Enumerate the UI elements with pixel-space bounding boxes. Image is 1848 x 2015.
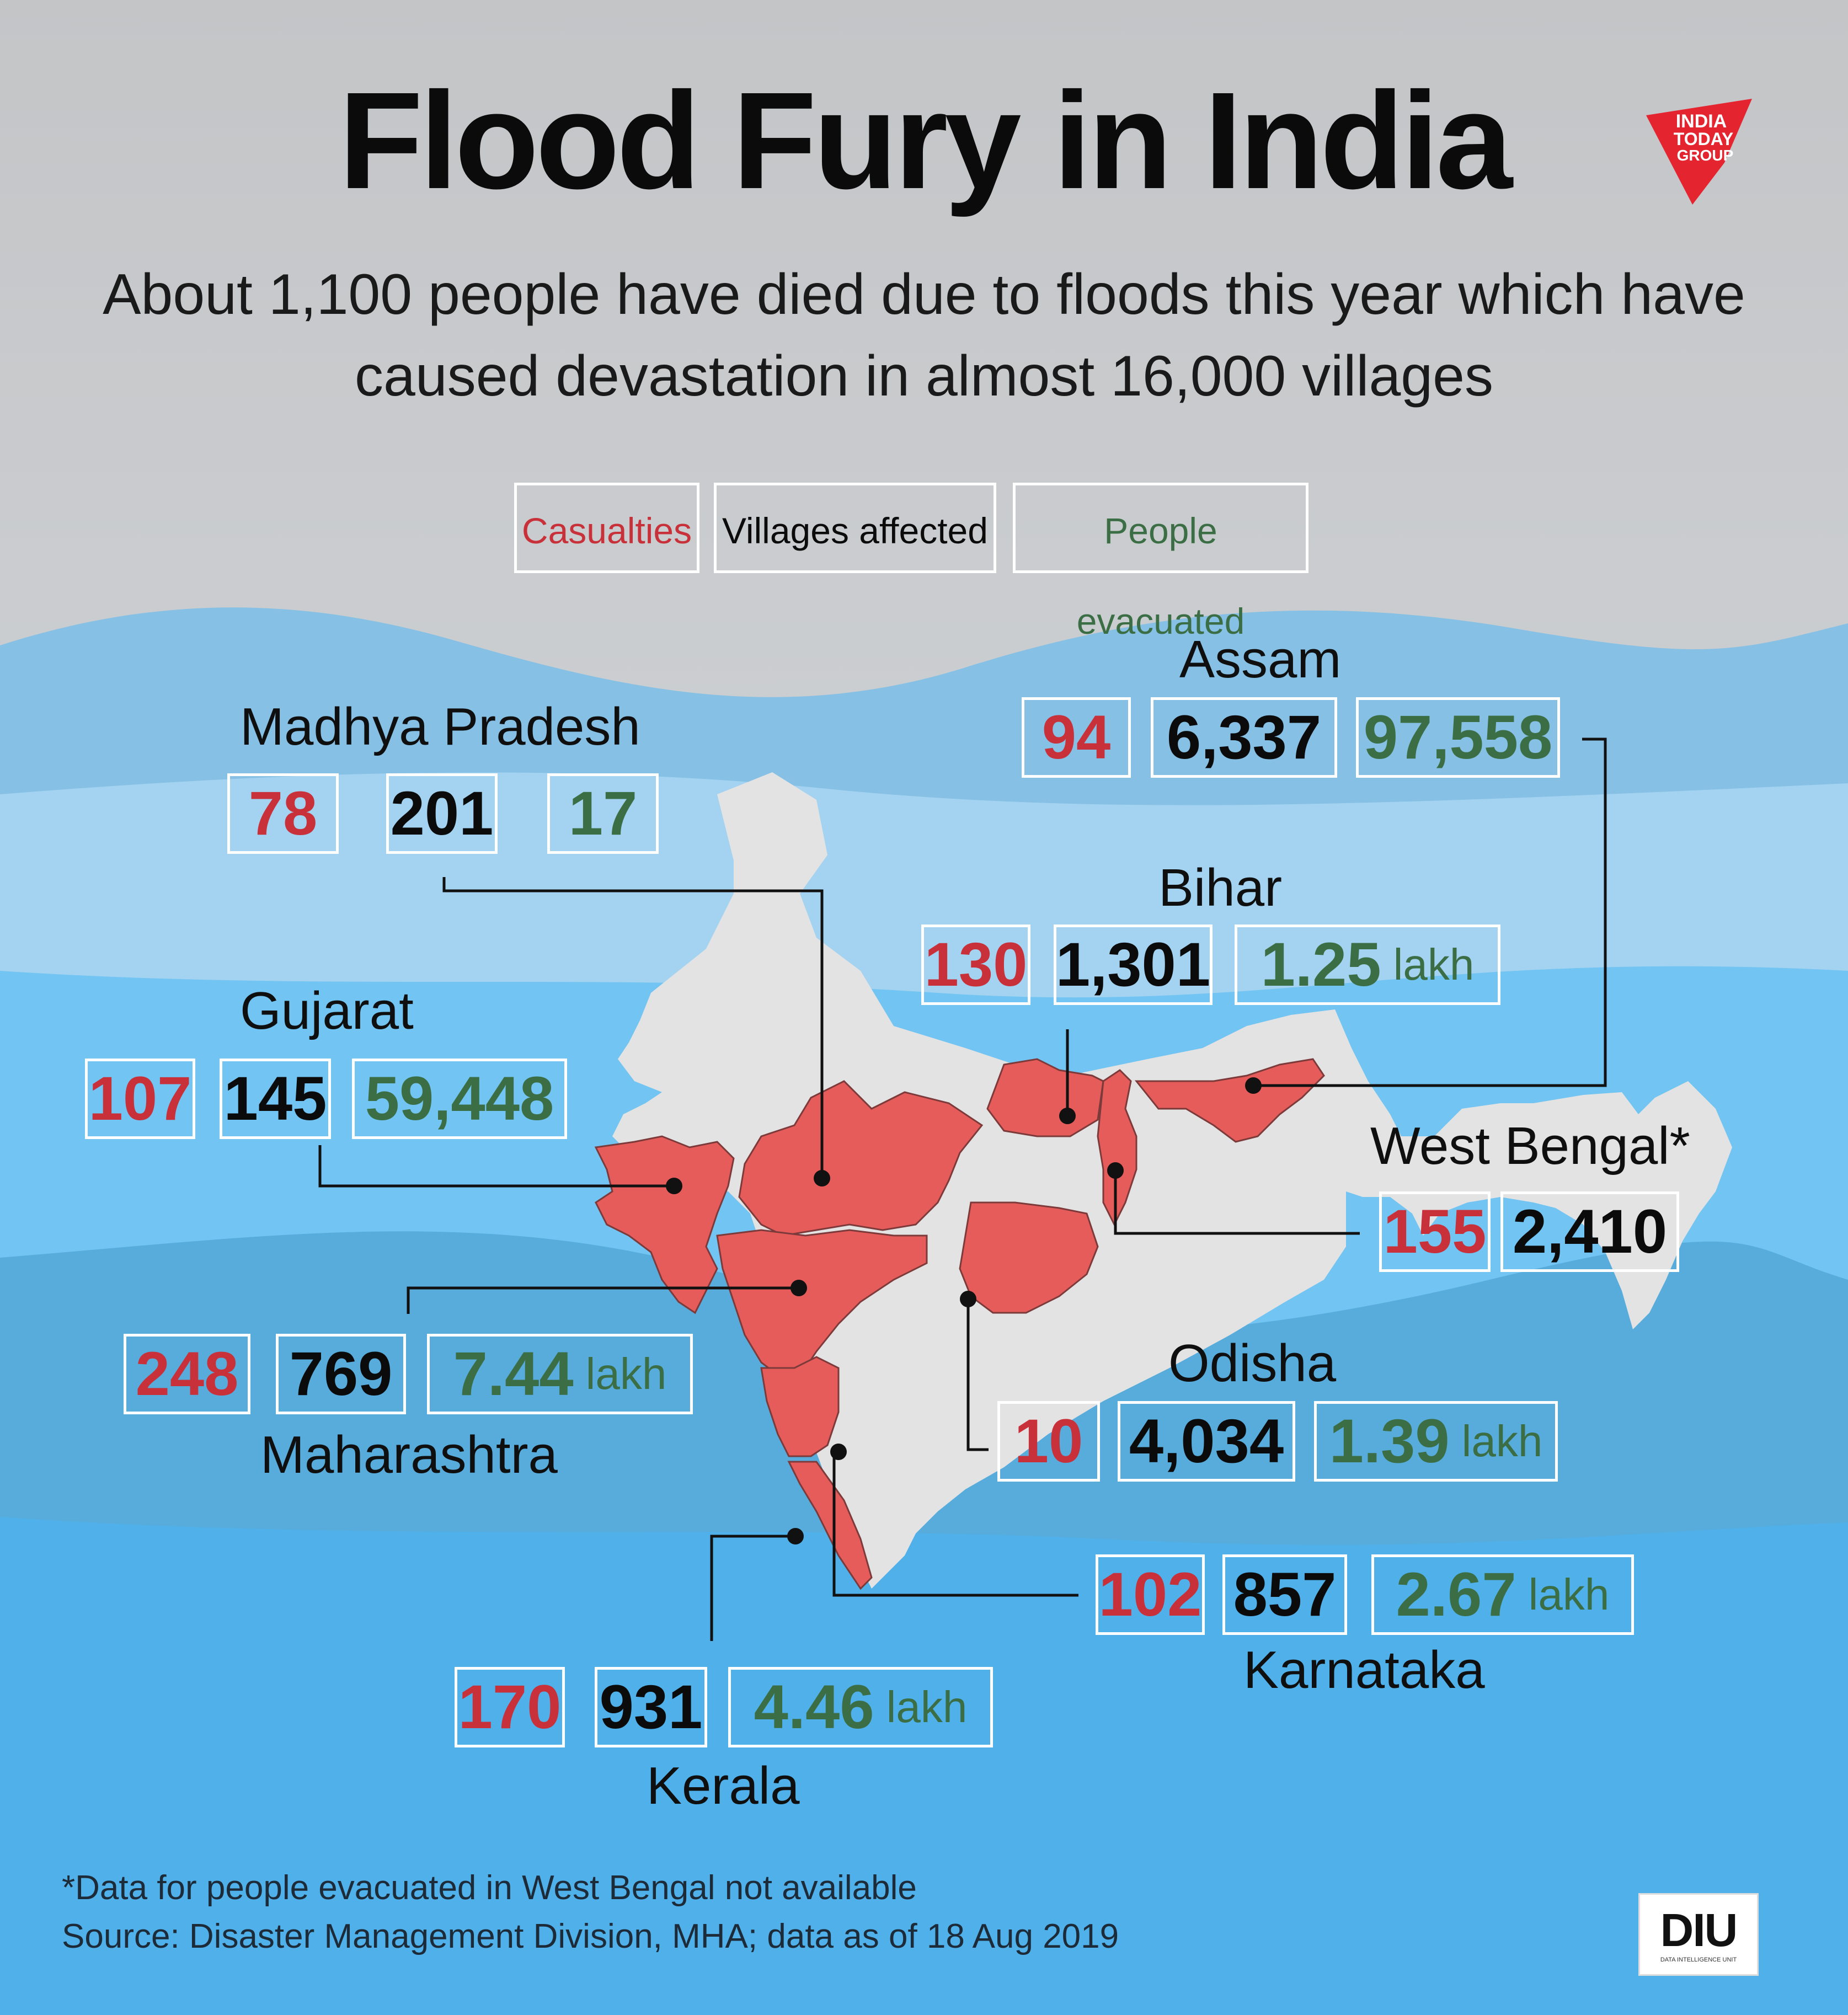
gujarat-evacuated: 59,448	[352, 1059, 567, 1139]
legend-villages-affected: Villages affected	[714, 483, 996, 573]
maharashtra-region	[716, 1229, 928, 1380]
maharashtra-evacuated-value: 7.44	[453, 1339, 574, 1408]
state-name-gujarat: Gujarat	[240, 981, 414, 1040]
diu-logo-mark: DIU	[1660, 1904, 1738, 1956]
kerala-evacuated-value: 4.46	[754, 1672, 874, 1741]
dot-madhya-pradesh	[814, 1170, 830, 1186]
karnataka-villages: 857	[1222, 1554, 1347, 1635]
karnataka-region	[760, 1356, 840, 1457]
dot-assam	[1245, 1077, 1262, 1094]
kerala-casualties: 170	[455, 1667, 565, 1747]
bihar-evacuated-value: 1.25	[1261, 930, 1381, 999]
mp-villages: 201	[386, 773, 498, 854]
assam-region	[1134, 1058, 1325, 1143]
maharashtra-villages: 769	[276, 1334, 406, 1414]
connector-odisha	[966, 1299, 989, 1451]
logo-line-1: INDIA	[1676, 111, 1727, 132]
logo-line-2: TODAY	[1674, 129, 1733, 149]
state-name-bihar: Bihar	[1158, 858, 1283, 917]
footnote: *Data for people evacuated in West Benga…	[62, 1869, 917, 1907]
subtitle: About 1,100 people have died due to floo…	[55, 254, 1793, 417]
karnataka-evacuated-unit: lakh	[1528, 1570, 1610, 1619]
connector-gujarat	[318, 1145, 674, 1188]
bihar-evacuated-unit: lakh	[1393, 940, 1475, 989]
maharashtra-casualties: 248	[124, 1334, 250, 1414]
connector-assam	[1253, 737, 1607, 1087]
dot-kerala	[787, 1528, 804, 1544]
gujarat-region	[594, 1135, 735, 1314]
page-title: Flood Fury in India	[339, 63, 1513, 217]
state-name-assam: Assam	[1179, 630, 1342, 689]
dot-maharashtra	[791, 1280, 807, 1296]
mp-casualties: 78	[227, 773, 339, 854]
kerala-evacuated-unit: lakh	[886, 1682, 968, 1731]
diu-logo: DIU DATA INTELLIGENCE UNIT	[1638, 1893, 1759, 1976]
odisha-villages: 4,034	[1118, 1401, 1295, 1482]
dot-bihar	[1059, 1108, 1076, 1124]
odisha-evacuated-value: 1.39	[1329, 1407, 1450, 1476]
west-bengal-casualties: 155	[1379, 1191, 1491, 1272]
assam-evacuated: 97,558	[1356, 697, 1560, 778]
west-bengal-region	[1097, 1069, 1137, 1227]
kerala-region	[787, 1461, 873, 1590]
source-note: Source: Disaster Management Division, MH…	[62, 1917, 1119, 1955]
maharashtra-evacuated: 7.44 lakh	[427, 1334, 693, 1414]
bihar-casualties: 130	[921, 924, 1030, 1005]
bihar-evacuated: 1.25 lakh	[1235, 924, 1500, 1005]
west-bengal-villages: 2,410	[1500, 1191, 1679, 1272]
diu-logo-caption: DATA INTELLIGENCE UNIT	[1660, 1957, 1737, 1963]
connector-kerala	[710, 1535, 795, 1641]
dot-west-bengal	[1107, 1162, 1124, 1179]
karnataka-evacuated: 2.67 lakh	[1371, 1554, 1634, 1635]
kerala-evacuated: 4.46 lakh	[728, 1667, 993, 1747]
legend-people-evacuated: People evacuated	[1013, 483, 1308, 642]
state-name-madhya-pradesh: Madhya Pradesh	[240, 697, 640, 756]
odisha-evacuated: 1.39 lakh	[1314, 1401, 1558, 1482]
state-name-kerala: Kerala	[647, 1756, 800, 1815]
india-today-group-logo: INDIA TODAY GROUP	[1646, 99, 1752, 205]
gujarat-casualties: 107	[85, 1059, 195, 1139]
connector-west-bengal	[1114, 1170, 1360, 1235]
connector-madhya-pradesh	[442, 877, 824, 1174]
state-name-karnataka: Karnataka	[1243, 1640, 1485, 1699]
bihar-villages: 1,301	[1054, 924, 1213, 1005]
gujarat-villages: 145	[220, 1059, 331, 1139]
dot-karnataka	[830, 1444, 847, 1460]
state-name-maharashtra: Maharashtra	[260, 1425, 558, 1484]
mp-evacuated: 17	[547, 773, 659, 854]
connector-maharashtra	[407, 1286, 799, 1314]
connector-karnataka	[832, 1452, 1078, 1597]
maharashtra-evacuated-unit: lakh	[585, 1349, 667, 1398]
subtitle-line-1: About 1,100 people have died due to floo…	[103, 263, 1745, 327]
karnataka-casualties: 102	[1096, 1554, 1205, 1635]
state-name-odisha: Odisha	[1168, 1334, 1337, 1393]
logo-line-3: GROUP	[1677, 147, 1734, 164]
subtitle-line-2: caused devastation in almost 16,000 vill…	[355, 344, 1493, 408]
karnataka-evacuated-value: 2.67	[1396, 1560, 1516, 1629]
kerala-villages: 931	[595, 1667, 707, 1747]
odisha-evacuated-unit: lakh	[1461, 1417, 1543, 1466]
madhya-pradesh-region	[738, 1080, 984, 1237]
odisha-casualties: 10	[997, 1401, 1100, 1482]
india-landmass	[612, 772, 1732, 1589]
dot-gujarat	[666, 1178, 682, 1194]
legend-casualties: Casualties	[514, 483, 699, 573]
assam-villages: 6,337	[1151, 697, 1337, 778]
assam-casualties: 94	[1022, 697, 1131, 778]
dot-odisha	[960, 1291, 976, 1307]
state-name-west-bengal: West Bengal*	[1370, 1116, 1690, 1175]
